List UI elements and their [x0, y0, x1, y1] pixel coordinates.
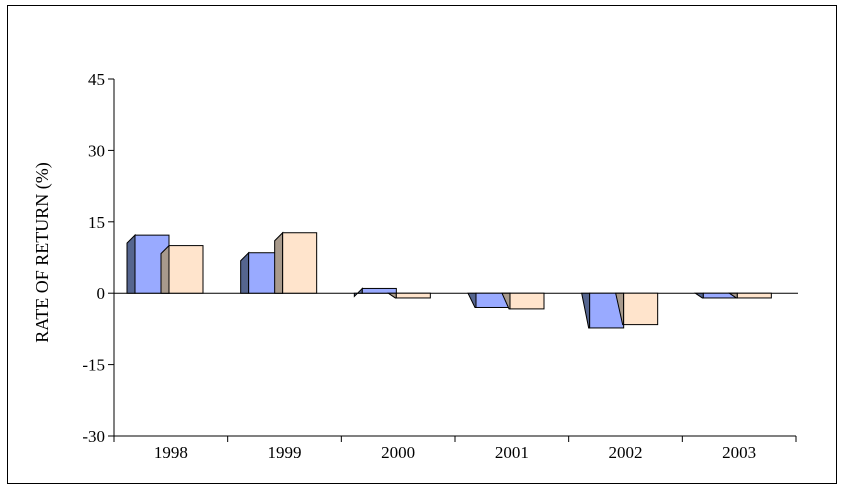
bar-side: [467, 292, 477, 308]
chart-frame: 45 30 15 0 -15 -30 1998 1999 2000 2001 2002 2003 RAT…: [7, 5, 837, 484]
y-tick-label: -30: [82, 427, 105, 446]
bar-side: [386, 292, 397, 299]
bar: [736, 292, 772, 299]
bar-side: [353, 287, 363, 298]
y-axis-title: RATE OF RETURN (%): [32, 162, 53, 343]
bars: [126, 231, 772, 329]
bar-chart: 45 30 15 0 -15 -30 1998 1999 2000 2001 2002 2003 RAT…: [32, 70, 798, 462]
bar-side: [126, 233, 136, 294]
y-tick-label: 0: [97, 284, 106, 303]
x-tick-label: 2001: [495, 443, 529, 462]
x-tick-label: 1999: [268, 443, 302, 462]
bar: [395, 292, 431, 299]
x-tick-label: 1998: [154, 443, 188, 462]
bar: [168, 245, 204, 294]
bar: [282, 232, 318, 294]
bar-side: [274, 231, 284, 294]
x-tick-label: 2002: [609, 443, 643, 462]
bar: [361, 287, 397, 294]
y-tick-label: -15: [82, 356, 105, 375]
y-tick-label: 30: [88, 141, 105, 160]
bar-side: [160, 244, 170, 294]
bar-side: [240, 251, 250, 294]
bar: [623, 292, 659, 326]
x-tick-label: 2000: [381, 443, 415, 462]
bar-side: [693, 292, 704, 299]
bar-side: [581, 292, 591, 329]
y-tick-label: 15: [88, 213, 105, 232]
x-tick-label: 2003: [722, 443, 756, 462]
axes: [108, 78, 798, 442]
labels: 45 30 15 0 -15 -30 1998 1999 2000 2001 2002 2003 RAT…: [32, 70, 756, 462]
bar: [509, 292, 545, 310]
y-tick-label: 45: [88, 70, 105, 89]
